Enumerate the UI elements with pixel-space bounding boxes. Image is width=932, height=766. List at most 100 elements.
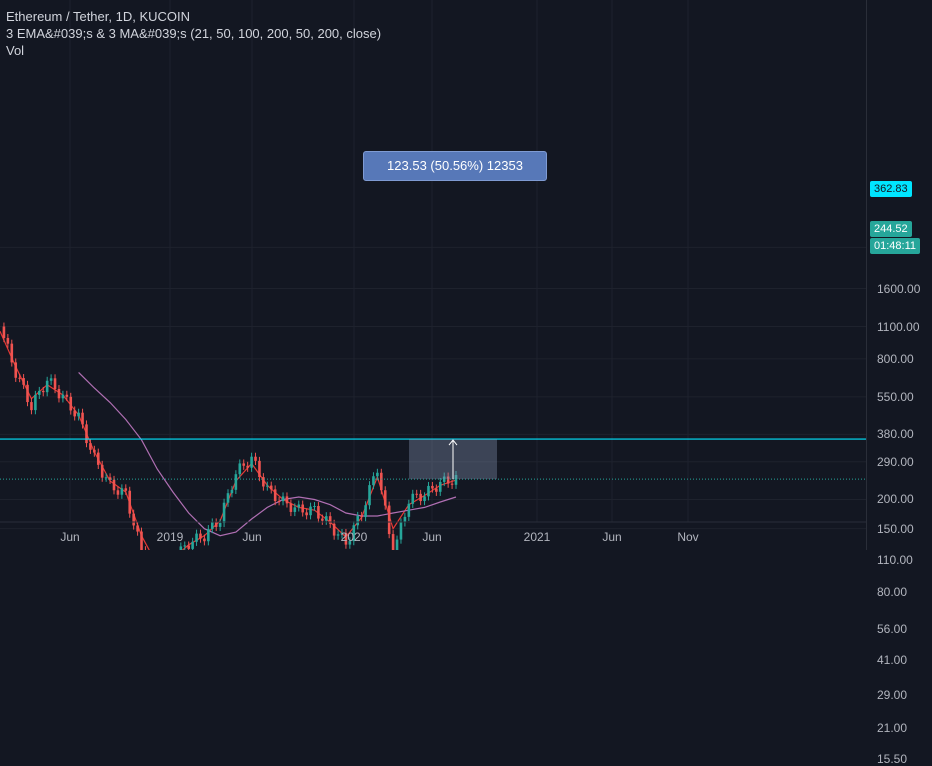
candle <box>289 503 293 512</box>
ema-21-line <box>0 331 457 550</box>
current-price-tag: 244.52 <box>870 221 912 237</box>
price-tick-label: 29.00 <box>877 688 908 703</box>
candle <box>266 485 269 487</box>
candle <box>317 506 320 519</box>
candle <box>364 505 367 518</box>
candle <box>258 460 261 478</box>
candle <box>230 489 234 494</box>
candlesticks <box>2 322 458 550</box>
price-tick-label: 80.00 <box>877 585 908 600</box>
candle <box>93 449 96 453</box>
candle <box>124 488 128 491</box>
indicator-title[interactable]: 3 EMA&#039;s & 3 MA&#039;s (21, 50, 100,… <box>6 26 382 41</box>
candle <box>450 483 454 485</box>
measure-label: 123.53 (50.56%) 12353 <box>363 151 547 181</box>
candle <box>38 390 41 395</box>
candle <box>207 529 210 542</box>
candle <box>14 362 18 378</box>
candle <box>69 396 73 411</box>
candle <box>340 532 344 535</box>
candle <box>328 516 332 524</box>
candle <box>132 513 135 526</box>
candle <box>34 394 37 411</box>
candle <box>26 384 29 403</box>
candle <box>222 502 226 523</box>
candle <box>332 523 336 536</box>
chart-grid <box>0 0 866 530</box>
price-tick-label: 800.00 <box>877 351 914 366</box>
candle <box>254 456 257 461</box>
candle <box>214 522 218 527</box>
candle <box>210 522 214 530</box>
candle <box>344 532 348 545</box>
candle <box>65 394 69 397</box>
candle <box>356 515 360 526</box>
candle <box>112 479 116 491</box>
price-tick-label: 150.00 <box>877 521 914 536</box>
candle <box>41 390 45 393</box>
candle <box>179 546 183 550</box>
candle <box>372 476 375 486</box>
candle <box>199 533 202 539</box>
candle <box>120 488 124 495</box>
chart-legend: Ethereum / Tether, 1D, KUCOIN 3 EMA&#039… <box>6 8 381 59</box>
candle <box>273 489 277 502</box>
candle <box>376 472 379 477</box>
price-tick-label: 21.00 <box>877 721 908 736</box>
candle <box>419 493 422 502</box>
candle <box>81 412 84 425</box>
candle <box>203 538 206 542</box>
candle <box>391 534 395 550</box>
candle <box>242 463 246 466</box>
price-tick-label: 15.50 <box>877 751 908 766</box>
volume-title[interactable]: Vol <box>6 43 25 58</box>
candle <box>234 474 238 490</box>
candle <box>30 402 33 411</box>
candle <box>218 522 222 527</box>
candle <box>403 516 407 523</box>
candle <box>293 507 297 512</box>
candle <box>431 485 434 489</box>
candle <box>352 525 356 542</box>
time-tick-label: 2019 <box>157 530 184 544</box>
candle <box>136 525 139 532</box>
candle <box>277 501 281 503</box>
symbol-title[interactable]: Ethereum / Tether, 1D, KUCOIN <box>6 9 190 24</box>
candle <box>423 496 426 502</box>
candle <box>96 452 100 465</box>
candle <box>246 465 249 468</box>
time-tick-label: Jun <box>602 530 621 544</box>
candle <box>140 531 143 550</box>
price-tick-label: 380.00 <box>877 427 914 442</box>
candle <box>22 378 25 385</box>
candle <box>226 493 230 503</box>
time-tick-label: Jun <box>422 530 441 544</box>
candle <box>438 481 442 492</box>
candle <box>116 490 120 495</box>
candle <box>368 485 371 506</box>
price-tick-label: 41.00 <box>877 653 908 668</box>
measure-arrow-head <box>448 439 458 446</box>
candle <box>104 477 108 479</box>
candle <box>10 343 14 363</box>
candle <box>305 512 308 516</box>
candle <box>183 545 187 547</box>
price-tick-label: 550.00 <box>877 389 914 404</box>
candle <box>321 518 324 521</box>
candle <box>309 506 312 516</box>
candle <box>89 443 92 450</box>
price-axis[interactable]: 2400.001600.001100.00800.00550.00380.002… <box>866 0 932 766</box>
candle <box>301 504 304 513</box>
candle <box>324 516 328 521</box>
time-tick-label: Jun <box>242 530 261 544</box>
price-chart[interactable]: Jun 2019 Jun 2020 Jun 2021 Jun Nov <box>0 0 932 550</box>
time-tick-label: 2021 <box>524 530 551 544</box>
upper-level-tag: 362.83 <box>870 181 912 197</box>
candle <box>435 488 438 492</box>
price-tick-label: 56.00 <box>877 621 908 636</box>
candle <box>53 378 57 390</box>
candle <box>269 485 273 490</box>
candle <box>399 522 403 540</box>
candle <box>45 380 49 393</box>
candle <box>73 410 76 417</box>
